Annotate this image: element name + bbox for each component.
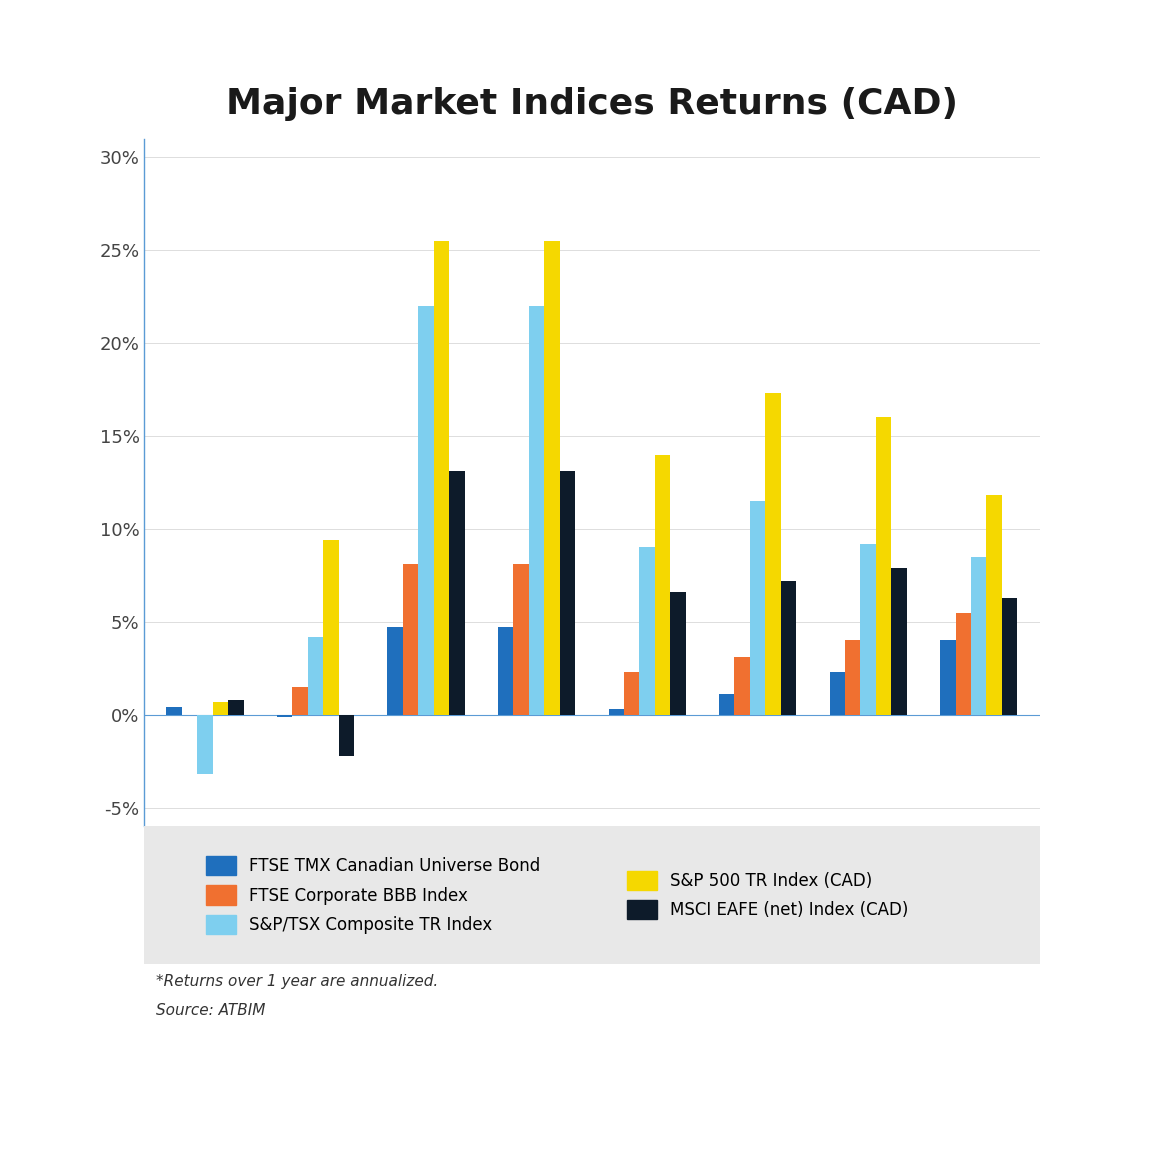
Bar: [940, 640, 955, 715]
Bar: [292, 687, 308, 715]
Bar: [609, 709, 624, 715]
Bar: [213, 702, 229, 715]
Bar: [529, 306, 544, 715]
Bar: [277, 715, 292, 716]
Bar: [845, 640, 860, 715]
Bar: [670, 593, 686, 715]
Bar: [308, 636, 323, 715]
Bar: [1001, 597, 1018, 715]
Bar: [498, 627, 514, 715]
Bar: [514, 564, 529, 715]
Bar: [449, 471, 464, 715]
Bar: [434, 240, 449, 715]
Bar: [338, 715, 355, 755]
Bar: [781, 581, 797, 715]
Bar: [640, 547, 655, 715]
Text: *Returns over 1 year are annualized.: *Returns over 1 year are annualized.: [156, 974, 438, 989]
Bar: [560, 471, 575, 715]
Bar: [418, 306, 434, 715]
Bar: [624, 672, 640, 715]
Bar: [860, 544, 875, 715]
Bar: [387, 627, 403, 715]
Bar: [544, 240, 560, 715]
Bar: [323, 541, 338, 715]
Bar: [766, 393, 781, 715]
Bar: [875, 417, 892, 715]
Bar: [735, 657, 750, 715]
Bar: [655, 455, 670, 715]
Bar: [986, 495, 1001, 715]
Legend: S&P 500 TR Index (CAD), MSCI EAFE (net) Index (CAD): S&P 500 TR Index (CAD), MSCI EAFE (net) …: [618, 863, 917, 927]
Text: Source: ATBIM: Source: ATBIM: [156, 1003, 266, 1018]
Bar: [955, 612, 971, 715]
Bar: [229, 700, 244, 715]
Bar: [166, 707, 182, 715]
Bar: [829, 672, 845, 715]
Bar: [403, 564, 418, 715]
Bar: [720, 694, 735, 715]
Bar: [198, 715, 213, 774]
Bar: [971, 557, 986, 715]
Bar: [750, 501, 766, 715]
Title: Major Market Indices Returns (CAD): Major Market Indices Returns (CAD): [226, 87, 957, 120]
Bar: [892, 568, 907, 715]
